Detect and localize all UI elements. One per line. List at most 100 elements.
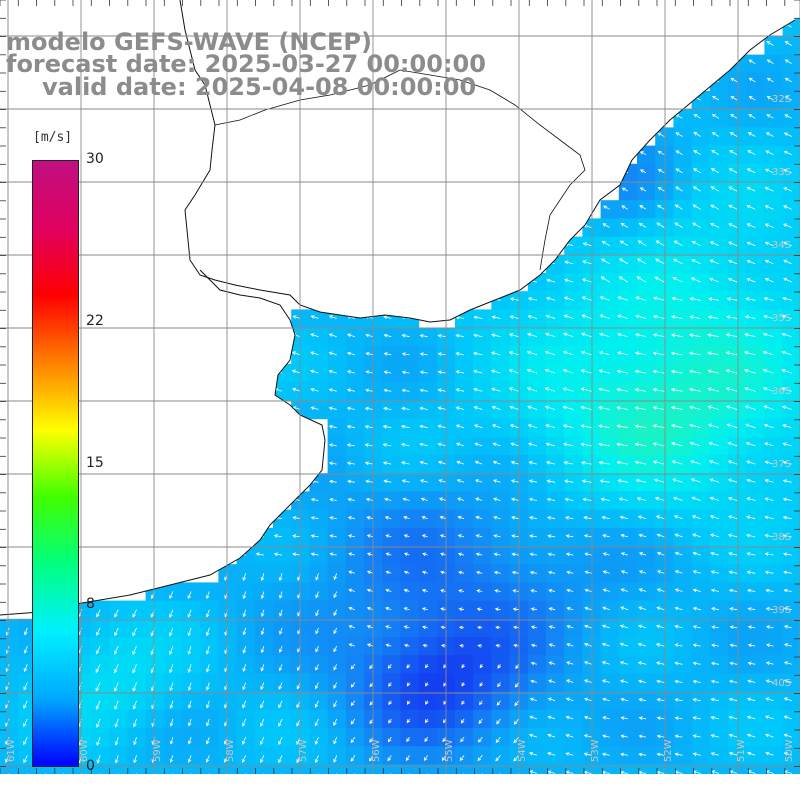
wind-speed-cell [600, 509, 620, 529]
wind-speed-cell [728, 345, 747, 365]
wind-arrow [783, 241, 792, 247]
wind-speed-cell [546, 345, 565, 365]
wind-arrowhead [652, 388, 657, 392]
wind-arrowhead [315, 630, 319, 635]
wind-speed-cell [728, 291, 747, 310]
wind-arrowhead [169, 669, 173, 674]
wind-arrow [745, 316, 756, 319]
wind-arrow [728, 205, 738, 210]
wind-arrow [365, 389, 374, 392]
wind-speed-cell [673, 546, 693, 565]
wind-arrow [622, 187, 629, 192]
wind-speed-cell [473, 509, 492, 529]
wind-arrow [585, 589, 592, 592]
wind-speed-cell [382, 709, 401, 729]
wind-arrow [658, 169, 665, 174]
wind-arrow [132, 645, 137, 655]
wind-arrow [620, 625, 629, 629]
wind-arrowhead [654, 276, 659, 281]
wind-arrowhead [674, 222, 679, 227]
wind-speed-cell [473, 327, 492, 347]
wind-arrowhead [710, 186, 715, 190]
wind-arrow [491, 370, 501, 374]
wind-arrow [385, 516, 392, 520]
wind-arrow [584, 716, 592, 720]
wind-arrow [170, 718, 174, 727]
wind-arrow [765, 461, 774, 465]
wind-speed-cell [618, 764, 638, 774]
wind-arrow [260, 718, 265, 727]
wind-arrowhead [691, 496, 696, 501]
wind-speed-cell [618, 691, 638, 711]
wind-speed-cell [546, 327, 565, 347]
wind-speed-cell [709, 691, 729, 711]
wind-arrowhead [401, 479, 406, 483]
wind-arrowhead [437, 442, 442, 447]
wind-arrow [188, 682, 192, 691]
wind-arrowhead [419, 388, 424, 393]
wind-arrowhead [634, 388, 639, 392]
wind-arrowhead [710, 533, 715, 538]
wind-arrow [333, 755, 338, 763]
wind-arrowhead [513, 720, 518, 725]
longitude-label: 55W [444, 739, 455, 762]
wind-arrow [783, 205, 792, 210]
wind-speed-cell [600, 473, 620, 492]
wind-arrowhead [781, 405, 786, 410]
wind-arrow [600, 296, 610, 301]
wind-arrow [726, 387, 738, 392]
wind-arrow [514, 718, 520, 725]
wind-speed-cell [418, 637, 438, 656]
wind-speed-cell [600, 382, 620, 401]
wind-arrow [367, 625, 374, 629]
wind-arrow [712, 96, 720, 101]
wind-arrowhead [564, 497, 569, 502]
wind-speed-cell [527, 600, 547, 620]
wind-arrow [657, 735, 665, 738]
wind-arrowhead [639, 187, 644, 191]
wind-arrowhead [490, 351, 495, 355]
wind-arrowhead [512, 589, 517, 593]
latitude-label: 32S [772, 94, 791, 105]
wind-arrow [350, 700, 356, 706]
wind-speed-cell [546, 673, 565, 693]
wind-arrowhead [366, 534, 371, 538]
wind-speed-cell [673, 655, 693, 674]
wind-arrow [477, 755, 483, 761]
wind-speed-cell [782, 418, 800, 438]
wind-speed-cell [746, 182, 765, 201]
wind-arrow [746, 534, 756, 538]
wind-arrow [329, 498, 337, 501]
wind-arrow [746, 461, 756, 465]
wind-arrow [675, 625, 683, 629]
wind-arrowhead [564, 479, 569, 484]
wind-speed-cell [418, 582, 438, 602]
wind-arrowhead [711, 606, 716, 611]
wind-arrowhead [784, 77, 789, 82]
wind-arrowhead [657, 186, 662, 191]
wind-arrow [96, 645, 101, 654]
wind-arrow [440, 589, 447, 592]
wind-arrowhead [23, 686, 27, 691]
wind-arrowhead [260, 577, 265, 582]
wind-speed-cell [400, 400, 420, 420]
wind-arrow [350, 736, 356, 743]
wind-arrowhead [150, 687, 155, 692]
wind-arrowhead [347, 333, 351, 338]
wind-arrowhead [439, 515, 444, 520]
wind-arrowhead [333, 758, 337, 763]
wind-arrowhead [457, 534, 462, 538]
wind-arrowhead [458, 625, 463, 630]
wind-speed-cell [709, 382, 729, 401]
wind-arrow [23, 718, 28, 727]
wind-arrowhead [369, 665, 373, 670]
wind-arrow [438, 461, 447, 465]
wind-speed-cell [618, 436, 638, 456]
wind-arrowhead [366, 643, 371, 647]
wind-arrowhead [509, 315, 514, 319]
wind-arrow [473, 352, 483, 356]
wind-speed-cell [600, 364, 620, 383]
wind-arrow [385, 625, 392, 629]
wind-speed-cell [673, 709, 693, 729]
wind-arrowhead [618, 276, 623, 280]
